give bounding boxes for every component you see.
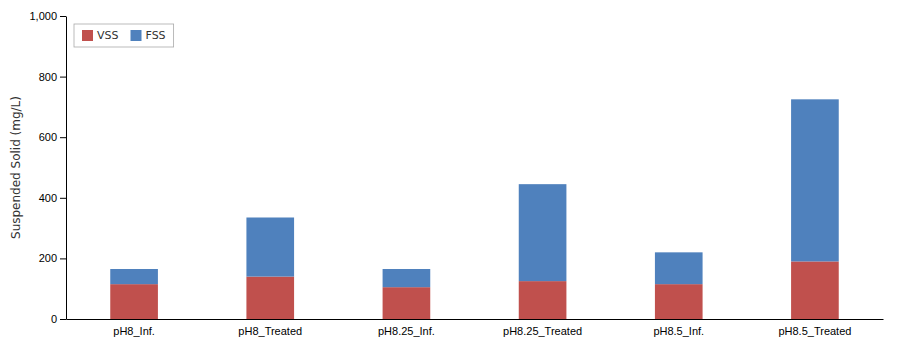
tick: 800 <box>39 71 66 83</box>
tick-mark <box>60 137 66 138</box>
y-axis: 0 200 400 600 800 1,000 <box>29 10 66 325</box>
tick-label: pH8.5_Inf. <box>653 325 704 337</box>
chart: 02004006008001,000pH8_Inf.pH8_TreatedpH8… <box>0 0 903 355</box>
legend: VSS FSS <box>74 24 174 47</box>
tick-label: 600 <box>39 131 57 143</box>
legend-label: FSS <box>146 29 166 42</box>
tick-label: pH8.25_Inf. <box>378 325 435 337</box>
bar <box>246 217 294 276</box>
legend-label: VSS <box>97 29 119 42</box>
tick-mark <box>60 16 66 17</box>
bar <box>791 99 839 261</box>
tick: pH8_Treated <box>238 325 302 337</box>
tick: pH8.25_Inf. <box>378 325 435 337</box>
legend-item: VSS <box>82 29 119 42</box>
bar <box>383 287 431 319</box>
tick-mark <box>60 77 66 78</box>
legend-item: FSS <box>131 29 166 42</box>
y-axis-title: Suspended Solid (mg/L) <box>9 96 23 239</box>
legend-swatch <box>131 30 142 41</box>
axis-line <box>67 319 884 320</box>
tick: pH8.5_Treated <box>778 325 851 337</box>
tick-label: pH8.5_Treated <box>778 325 851 337</box>
bar <box>110 284 158 319</box>
legend-swatch <box>82 30 93 41</box>
bar <box>655 252 703 284</box>
bar <box>383 269 431 287</box>
tick-label: 1,000 <box>29 10 57 22</box>
bar <box>655 284 703 319</box>
tick-mark <box>60 258 66 259</box>
tick-label: pH8_Inf. <box>113 325 155 337</box>
tick: pH8.25_Treated <box>503 325 582 337</box>
tick: 0 <box>51 313 66 325</box>
bar <box>519 184 567 281</box>
legend-frame <box>74 24 174 47</box>
series <box>110 99 838 287</box>
tick: 400 <box>39 192 66 204</box>
tick-label: 200 <box>39 252 57 264</box>
bar <box>110 269 158 284</box>
tick-mark <box>60 198 66 199</box>
tick-label: 800 <box>39 71 57 83</box>
bars <box>110 99 838 319</box>
axis-line <box>66 17 67 320</box>
tick: 200 <box>39 252 66 264</box>
tick: 1,000 <box>29 10 66 22</box>
tick: pH8_Inf. <box>113 325 155 337</box>
tick: pH8.5_Inf. <box>653 325 704 337</box>
x-axis: pH8_Inf. pH8_Treated pH8.25_Inf. pH8.25_Tre… <box>67 320 884 337</box>
tick-label: 400 <box>39 192 57 204</box>
tick-label: pH8.25_Treated <box>503 325 582 337</box>
tick-mark <box>60 319 66 320</box>
bar <box>519 281 567 319</box>
series <box>110 261 838 319</box>
bar <box>791 261 839 319</box>
bar <box>246 277 294 319</box>
tick: 600 <box>39 131 66 143</box>
tick-label: pH8_Treated <box>238 325 302 337</box>
plot: 02004006008001,000pH8_Inf.pH8_TreatedpH8… <box>29 10 883 337</box>
tick-label: 0 <box>51 313 57 325</box>
